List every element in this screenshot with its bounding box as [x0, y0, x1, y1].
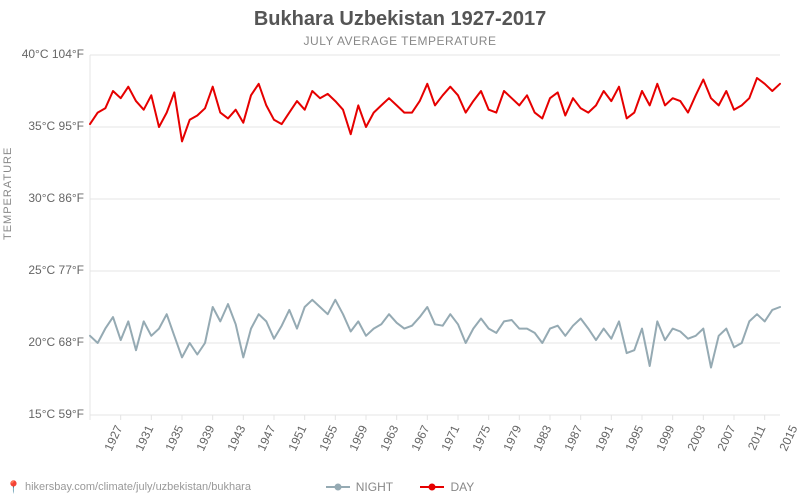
x-tick-label: 1975 — [469, 423, 493, 453]
x-tick-label: 1979 — [500, 423, 524, 453]
chart-container: Bukhara Uzbekistan 1927-2017 JULY AVERAG… — [0, 0, 800, 500]
x-tick-label: 1995 — [623, 423, 647, 453]
y-tick-label: 35°C 95°F — [28, 119, 84, 133]
x-tick-label: 1931 — [132, 423, 156, 453]
y-tick-label: 20°C 68°F — [28, 335, 84, 349]
legend-swatch-night — [326, 486, 350, 488]
x-tick-label: 1951 — [285, 423, 309, 453]
x-tick-label: 1963 — [377, 423, 401, 453]
credit: 📍 hikersbay.com/climate/july/uzbekistan/… — [6, 480, 251, 494]
legend-swatch-day — [420, 486, 444, 488]
x-tick-label: 2007 — [715, 423, 739, 453]
x-tick-label: 1955 — [316, 423, 340, 453]
legend-label-night: NIGHT — [356, 480, 393, 494]
x-tick-label: 2003 — [684, 423, 708, 453]
x-tick-label: 1987 — [561, 423, 585, 453]
x-tick-label: 1971 — [439, 423, 463, 453]
x-tick-label: 1935 — [163, 423, 187, 453]
x-tick-label: 1939 — [193, 423, 217, 453]
legend-item-day: DAY — [420, 480, 474, 494]
credit-text: hikersbay.com/climate/july/uzbekistan/bu… — [25, 481, 251, 493]
x-tick-label: 2015 — [776, 423, 800, 453]
x-tick-label: 1999 — [653, 423, 677, 453]
x-tick-label: 1947 — [255, 423, 279, 453]
y-tick-label: 40°C 104°F — [22, 47, 84, 61]
x-tick-label: 1927 — [101, 423, 125, 453]
x-tick-label: 2011 — [745, 423, 769, 452]
x-tick-label: 1959 — [347, 423, 371, 453]
y-tick-label: 30°C 86°F — [28, 191, 84, 205]
x-tick-label: 1967 — [408, 423, 432, 453]
plot-area — [90, 55, 780, 415]
y-tick-label: 15°C 59°F — [28, 407, 84, 421]
x-tick-label: 1943 — [224, 423, 248, 453]
chart-title: Bukhara Uzbekistan 1927-2017 — [0, 8, 800, 31]
legend-item-night: NIGHT — [326, 480, 393, 494]
plot-svg — [90, 55, 780, 415]
y-axis-label: TEMPERATURE — [2, 147, 14, 240]
x-tick-label: 1983 — [531, 423, 555, 453]
legend-label-day: DAY — [450, 480, 474, 494]
x-tick-label: 1991 — [592, 423, 616, 453]
pin-icon: 📍 — [6, 480, 21, 494]
y-tick-label: 25°C 77°F — [28, 263, 84, 277]
chart-subtitle: JULY AVERAGE TEMPERATURE — [0, 34, 800, 48]
